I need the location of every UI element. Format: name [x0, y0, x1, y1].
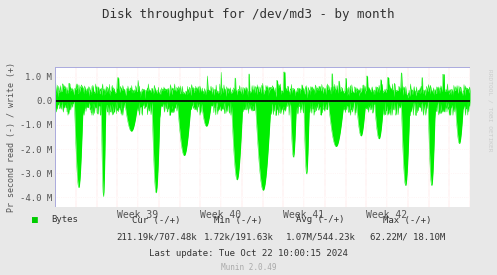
Text: Avg (-/+): Avg (-/+) [296, 216, 345, 224]
Text: Bytes: Bytes [51, 216, 78, 224]
Text: 1.72k/191.63k: 1.72k/191.63k [204, 232, 273, 241]
Text: Max (-/+): Max (-/+) [383, 216, 432, 224]
Text: 62.22M/ 18.10M: 62.22M/ 18.10M [370, 232, 445, 241]
Text: 1.07M/544.23k: 1.07M/544.23k [286, 232, 355, 241]
Text: ■: ■ [32, 215, 38, 225]
Y-axis label: Pr second read (-) / write (+): Pr second read (-) / write (+) [7, 62, 16, 212]
Text: 211.19k/707.48k: 211.19k/707.48k [116, 232, 197, 241]
Text: Munin 2.0.49: Munin 2.0.49 [221, 263, 276, 271]
Text: Disk throughput for /dev/md3 - by month: Disk throughput for /dev/md3 - by month [102, 8, 395, 21]
Text: RRDTOOL / TOBI OETIKER: RRDTOOL / TOBI OETIKER [487, 69, 492, 151]
Text: Last update: Tue Oct 22 10:00:15 2024: Last update: Tue Oct 22 10:00:15 2024 [149, 249, 348, 257]
Text: Min (-/+): Min (-/+) [214, 216, 263, 224]
Text: Cur (-/+): Cur (-/+) [132, 216, 181, 224]
